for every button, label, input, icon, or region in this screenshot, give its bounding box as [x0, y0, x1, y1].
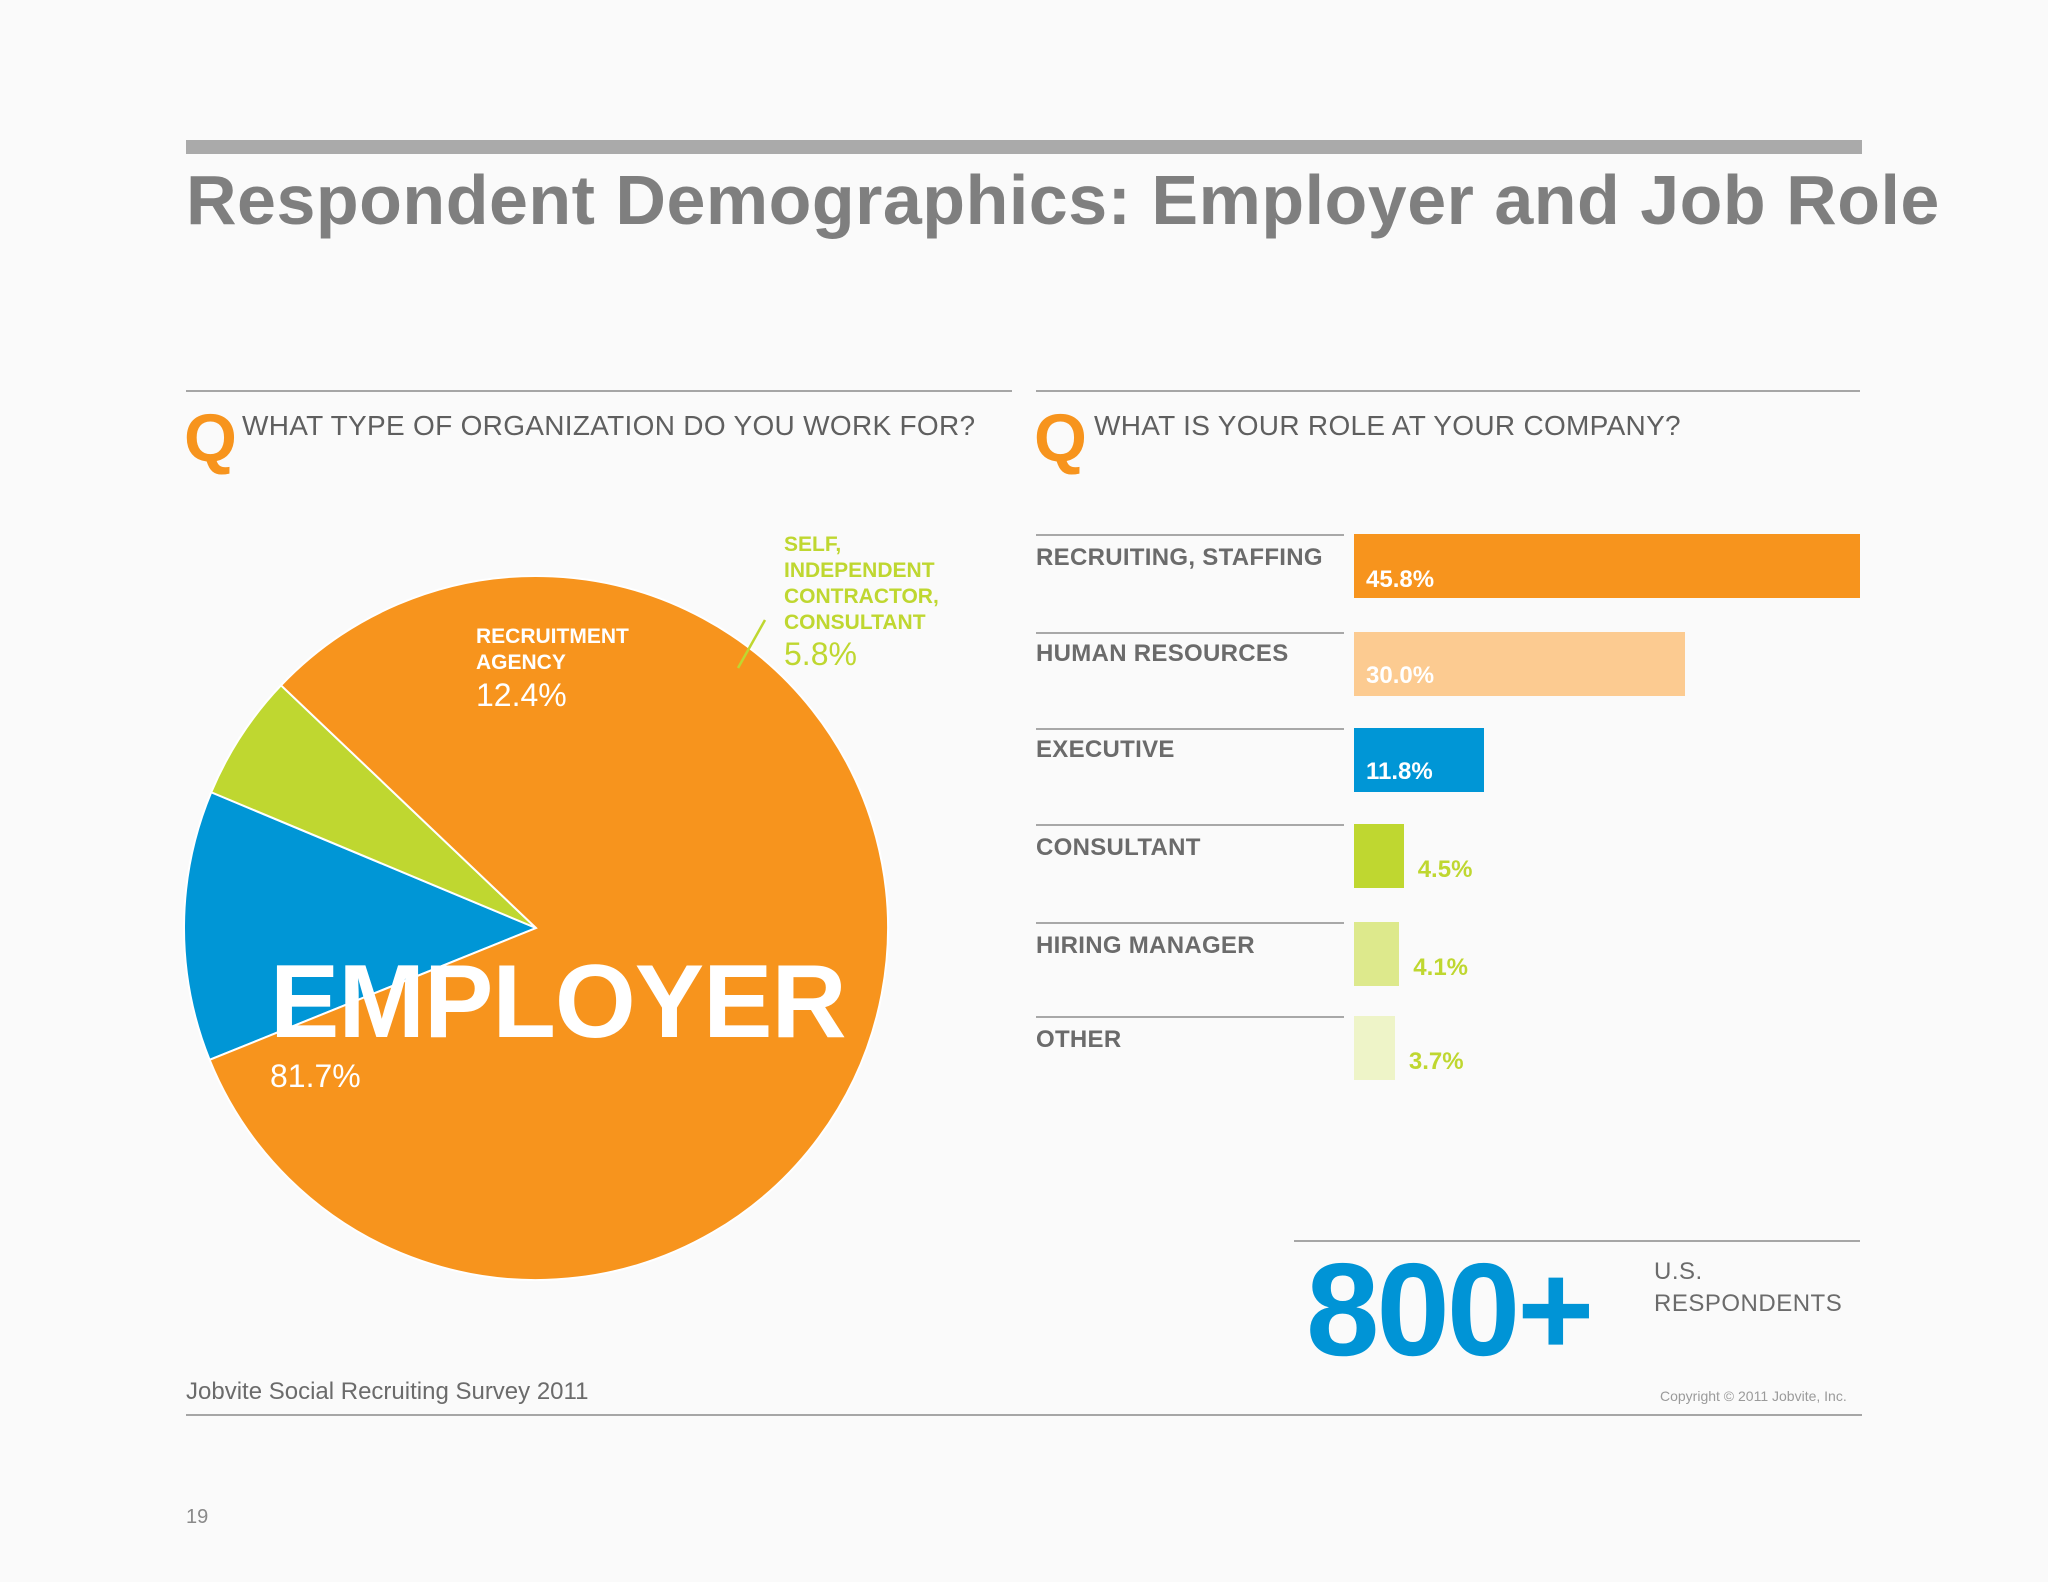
bar-value-label: 30.0%: [1366, 662, 1435, 689]
agency-label-line1: RECRUITMENT: [476, 625, 629, 648]
bar: [1354, 824, 1404, 888]
title-bar: [186, 140, 1862, 154]
respondent-caption: U.S. RESPONDENTS: [1654, 1256, 1842, 1320]
bar: [1354, 534, 1860, 598]
left-question-rule: [186, 390, 1012, 392]
right-question-q: Q: [1034, 400, 1087, 476]
pie-slice-agency: [183, 790, 539, 1062]
bar-category-label: HIRING MANAGER: [1036, 932, 1255, 959]
left-question-text: WHAT TYPE OF ORGANIZATION DO YOU WORK FO…: [242, 410, 976, 441]
respondent-caption-line2: RESPONDENTS: [1654, 1290, 1843, 1317]
self-label-line1: SELF,: [784, 533, 842, 556]
bar-value-label: 4.5%: [1417, 856, 1473, 883]
employer-label: EMPLOYER: [270, 944, 847, 1060]
self-label-line3: CONTRACTOR,: [784, 585, 939, 608]
employer-value: 81.7%: [270, 1058, 361, 1094]
bar: [1354, 632, 1686, 696]
agency-label-line2: AGENCY: [476, 651, 566, 674]
bar-row-rule: [1036, 534, 1344, 536]
page-number: 19: [186, 1506, 209, 1528]
bar-row-rule: [1036, 632, 1344, 634]
bar-category-label: EXECUTIVE: [1036, 736, 1175, 763]
self-value: 5.8%: [784, 636, 857, 672]
page-title: Respondent Demographics: Employer and Jo…: [186, 161, 1940, 239]
bar-value-label: 45.8%: [1366, 566, 1435, 593]
footer-rule: [186, 1414, 1862, 1416]
left-question-q: Q: [184, 400, 237, 476]
bar-category-label: OTHER: [1036, 1026, 1122, 1053]
bar-value-label: 11.8%: [1366, 758, 1433, 785]
self-label-line4: CONSULTANT: [784, 611, 926, 634]
bar-category-label: CONSULTANT: [1036, 834, 1201, 861]
footer-copyright: Copyright © 2011 Jobvite, Inc.: [1660, 1388, 1847, 1404]
bar-row-rule: [1036, 824, 1344, 826]
self-label-line2: INDEPENDENT: [784, 559, 935, 582]
right-question-text: WHAT IS YOUR ROLE AT YOUR COMPANY?: [1094, 410, 1681, 441]
bar-value-label: 4.1%: [1413, 954, 1468, 981]
right-question-rule: [1036, 390, 1860, 392]
bar-row-rule: [1036, 728, 1344, 730]
respondent-caption-line1: U.S.: [1654, 1258, 1703, 1285]
bar: [1354, 728, 1485, 792]
agency-label: RECRUITMENT AGENCY 12.4%: [476, 624, 629, 714]
bar-row-rule: [1036, 922, 1344, 924]
bar-category-label: HUMAN RESOURCES: [1036, 640, 1289, 667]
pie-slice-employer: [208, 575, 889, 1281]
footer-source: Jobvite Social Recruiting Survey 2011: [186, 1378, 589, 1405]
bar-row-rule: [1036, 1016, 1344, 1018]
stat-rule: [1294, 1240, 1860, 1242]
self-leader-line: [736, 619, 767, 669]
agency-value: 12.4%: [476, 677, 567, 713]
bar: [1354, 1016, 1395, 1080]
bar-value-label: 3.7%: [1408, 1048, 1464, 1075]
pie-slice-self: [209, 683, 537, 929]
self-label: SELF, INDEPENDENT CONTRACTOR, CONSULTANT…: [784, 532, 939, 672]
respondent-count: 800+: [1306, 1236, 1594, 1383]
bar-category-label: RECRUITING, STAFFING: [1036, 544, 1323, 571]
bar: [1354, 922, 1400, 986]
